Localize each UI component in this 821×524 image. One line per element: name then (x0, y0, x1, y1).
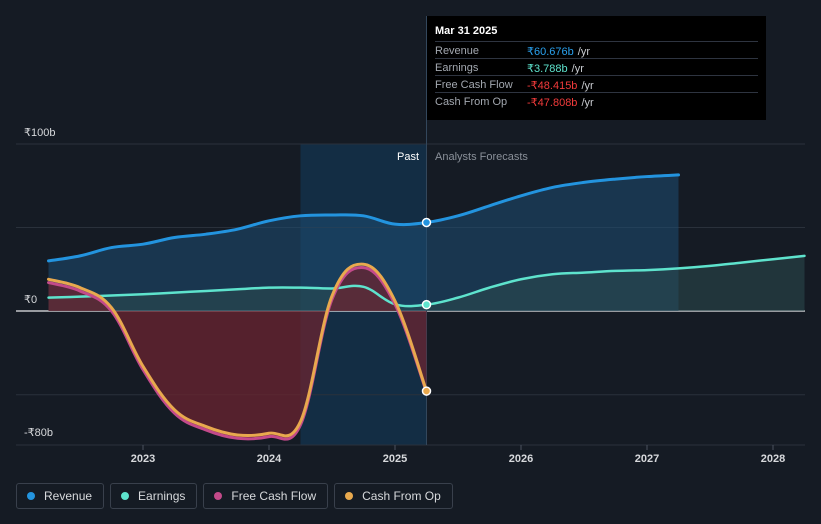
tooltip-label: Free Cash Flow (435, 79, 513, 91)
x-tick-label: 2026 (509, 453, 533, 465)
revenue-dot-icon (27, 492, 35, 500)
revenue-marker (421, 217, 432, 228)
tooltip-date: Mar 31 2025 (435, 25, 498, 37)
free-cash-flow-line (47, 266, 428, 441)
legend: Revenue Earnings Free Cash Flow Cash Fro… (16, 483, 453, 511)
legend-item-earnings[interactable]: Earnings (110, 483, 198, 509)
earnings-marker (421, 299, 432, 310)
tooltip-value: -₹47.808b/yr (527, 97, 594, 109)
past-label: Past (397, 151, 419, 163)
y-axis: ₹100b ₹0 -₹80b (24, 127, 55, 439)
forecast-label: Analysts Forecasts (435, 151, 528, 163)
tooltip-label: Cash From Op (435, 96, 508, 108)
legend-item-revenue[interactable]: Revenue (16, 483, 105, 509)
free-cash-flow-area (48, 267, 427, 440)
legend-label: Earnings (138, 489, 186, 503)
x-tick-label: 2028 (761, 453, 785, 465)
legend-label: Free Cash Flow (231, 489, 317, 503)
revenue-area (48, 174, 679, 311)
revenue-line (47, 173, 680, 263)
tooltip-value: ₹60.676b/yr (527, 46, 590, 58)
legend-item-cash-from-op[interactable]: Cash From Op (334, 483, 453, 509)
x-tick-label: 2027 (635, 453, 659, 465)
tooltip-row-fcf: Free Cash Flow -₹48.415b/yr (435, 75, 758, 93)
legend-label: Cash From Op (362, 489, 441, 503)
tooltip-label: Revenue (435, 45, 480, 57)
cash-from-op-marker (421, 386, 432, 396)
x-tick-label: 2023 (131, 453, 155, 465)
tooltip-row-earnings: Earnings ₹3.788b/yr (435, 58, 758, 76)
legend-item-free-cash-flow[interactable]: Free Cash Flow (203, 483, 329, 509)
y-tick-label: -₹80b (24, 427, 53, 439)
markers (421, 217, 432, 396)
tooltip-label: Earnings (435, 62, 479, 74)
y-tick-label: ₹100b (24, 127, 55, 139)
series-areas (48, 174, 805, 440)
earnings-area (48, 255, 805, 311)
tooltip: Mar 31 2025 Revenue ₹60.676b/yr Earnings… (427, 16, 766, 120)
cash-from-op-line (47, 262, 428, 438)
tooltip-value: ₹3.788b/yr (527, 63, 584, 75)
x-axis: 2023 2024 2025 2026 2027 2028 (131, 445, 785, 465)
tooltip-row-cfo: Cash From Op -₹47.808b/yr (435, 92, 758, 110)
earnings-dot-icon (121, 492, 130, 500)
x-tick-label: 2024 (257, 453, 282, 465)
x-tick-label: 2025 (383, 453, 407, 465)
y-tick-label: ₹0 (24, 294, 37, 306)
free-cash-flow-dot-icon (214, 492, 223, 500)
tooltip-value: -₹48.415b/yr (527, 80, 594, 92)
legend-label: Revenue (44, 489, 93, 503)
tooltip-row-revenue: Revenue ₹60.676b/yr (435, 41, 758, 59)
cash-from-op-dot-icon (345, 492, 354, 500)
